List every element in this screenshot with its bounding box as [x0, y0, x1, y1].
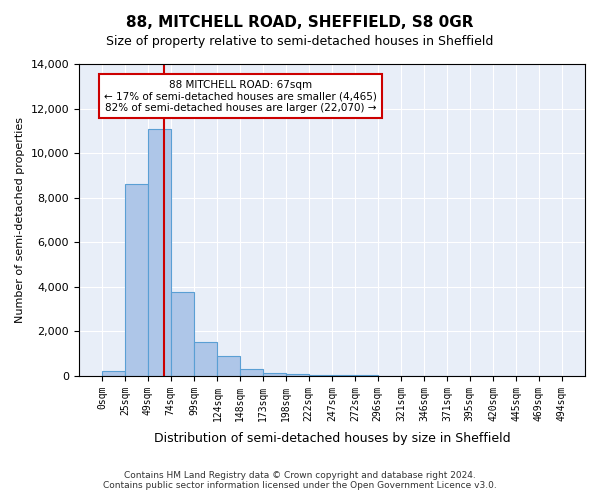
- Text: Size of property relative to semi-detached houses in Sheffield: Size of property relative to semi-detach…: [106, 35, 494, 48]
- Bar: [286, 374, 308, 376]
- Bar: [332, 375, 355, 376]
- Bar: [263, 372, 286, 376]
- X-axis label: Distribution of semi-detached houses by size in Sheffield: Distribution of semi-detached houses by …: [154, 432, 510, 445]
- Bar: [148, 128, 171, 376]
- Bar: [194, 342, 217, 376]
- Y-axis label: Number of semi-detached properties: Number of semi-detached properties: [15, 117, 25, 323]
- Bar: [102, 372, 125, 376]
- Bar: [125, 184, 148, 376]
- Text: 88, MITCHELL ROAD, SHEFFIELD, S8 0GR: 88, MITCHELL ROAD, SHEFFIELD, S8 0GR: [126, 15, 474, 30]
- Bar: [171, 292, 194, 376]
- Text: 88 MITCHELL ROAD: 67sqm
← 17% of semi-detached houses are smaller (4,465)
82% of: 88 MITCHELL ROAD: 67sqm ← 17% of semi-de…: [104, 80, 377, 113]
- Bar: [217, 356, 240, 376]
- Bar: [308, 375, 332, 376]
- Text: Contains HM Land Registry data © Crown copyright and database right 2024.
Contai: Contains HM Land Registry data © Crown c…: [103, 470, 497, 490]
- Bar: [240, 369, 263, 376]
